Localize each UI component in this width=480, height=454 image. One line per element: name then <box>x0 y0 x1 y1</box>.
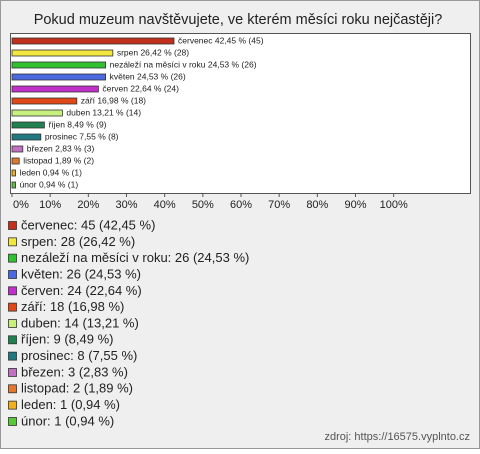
value-label: nezáleží na měsíci v roku 24,53 % (26) <box>110 59 257 69</box>
x-tick-label: 40% <box>154 199 176 211</box>
value-label: únor 0,94 % (1) <box>20 179 79 189</box>
bar <box>11 109 63 117</box>
bar <box>11 61 107 69</box>
value-label: září 16,98 % (18) <box>81 95 146 105</box>
bar <box>11 121 45 129</box>
bar <box>11 97 78 105</box>
value-label: prosinec 7,55 % (8) <box>45 131 119 141</box>
legend-swatch <box>8 384 17 394</box>
legend-label: leden: 1 (0,94 %) <box>21 397 120 412</box>
x-tick-label: 0% <box>13 199 29 211</box>
x-tick-label: 60% <box>230 199 252 211</box>
legend-swatch <box>8 368 17 377</box>
legend-swatch <box>8 221 17 230</box>
bar <box>11 181 16 189</box>
legend-swatch <box>8 253 17 263</box>
legend-swatch <box>8 270 17 279</box>
legend-label: prosinec: 8 (7,55 %) <box>21 348 137 363</box>
value-label: listopad 1,89 % (2) <box>23 155 94 165</box>
legend-swatch <box>8 237 17 247</box>
value-label: červenec 42,45 % (45) <box>178 35 264 45</box>
value-label: duben 13,21 % (14) <box>66 107 141 117</box>
legend-swatch <box>8 319 17 328</box>
value-label: červen 22,64 % (24) <box>102 83 179 93</box>
legend-swatch <box>8 335 17 345</box>
legend-label: červenec: 45 (42,45 %) <box>21 217 155 232</box>
legend-label: květen: 26 (24,53 %) <box>21 266 141 281</box>
chart-title: Pokud muzeum navštěvujete, ve kterém měs… <box>34 12 443 28</box>
bar <box>11 157 20 165</box>
source: zdroj: https://16575.vyplnto.cz <box>324 431 470 443</box>
bar <box>11 133 42 141</box>
value-label: říjen 8,49 % (9) <box>48 119 106 129</box>
bar <box>11 49 114 57</box>
legend-swatch <box>8 351 17 361</box>
bar <box>11 73 107 81</box>
legend-swatch <box>8 400 17 410</box>
plot-area <box>10 33 471 194</box>
value-label: březen 2,83 % (3) <box>27 143 95 153</box>
value-label: srpen 26,42 % (28) <box>117 47 189 57</box>
legend-label: srpen: 28 (26,42 %) <box>21 234 135 249</box>
x-tick-label: 20% <box>77 199 99 211</box>
x-tick-label: 10% <box>39 199 61 211</box>
bar <box>11 169 16 177</box>
x-tick-label: 80% <box>306 199 328 211</box>
legend-label: září: 18 (16,98 %) <box>21 299 124 314</box>
legend-label: duben: 14 (13,21 %) <box>21 315 139 330</box>
legend-label: nezáleží na měsíci v roku: 26 (24,53 %) <box>21 250 249 265</box>
legend-swatch <box>8 417 17 426</box>
legend-label: březen: 3 (2,83 %) <box>21 364 128 379</box>
x-tick-label: 100% <box>380 199 408 211</box>
x-tick-label: 30% <box>115 199 137 211</box>
legend-label: listopad: 2 (1,89 %) <box>21 381 133 396</box>
x-tick-label: 90% <box>344 199 366 211</box>
x-tick-label: 50% <box>192 199 214 211</box>
x-tick-label: 70% <box>268 199 290 211</box>
bar <box>11 37 175 45</box>
bar <box>11 85 99 93</box>
value-label: květen 24,53 % (26) <box>110 71 186 81</box>
legend-swatch <box>8 286 17 296</box>
legend-label: červen: 24 (22,64 %) <box>21 283 142 298</box>
value-label: leden 0,94 % (1) <box>20 167 83 177</box>
legend-swatch <box>8 302 17 312</box>
legend-label: říjen: 9 (8,49 %) <box>21 332 114 347</box>
bar <box>11 145 24 153</box>
legend-label: únor: 1 (0,94 %) <box>21 413 114 428</box>
